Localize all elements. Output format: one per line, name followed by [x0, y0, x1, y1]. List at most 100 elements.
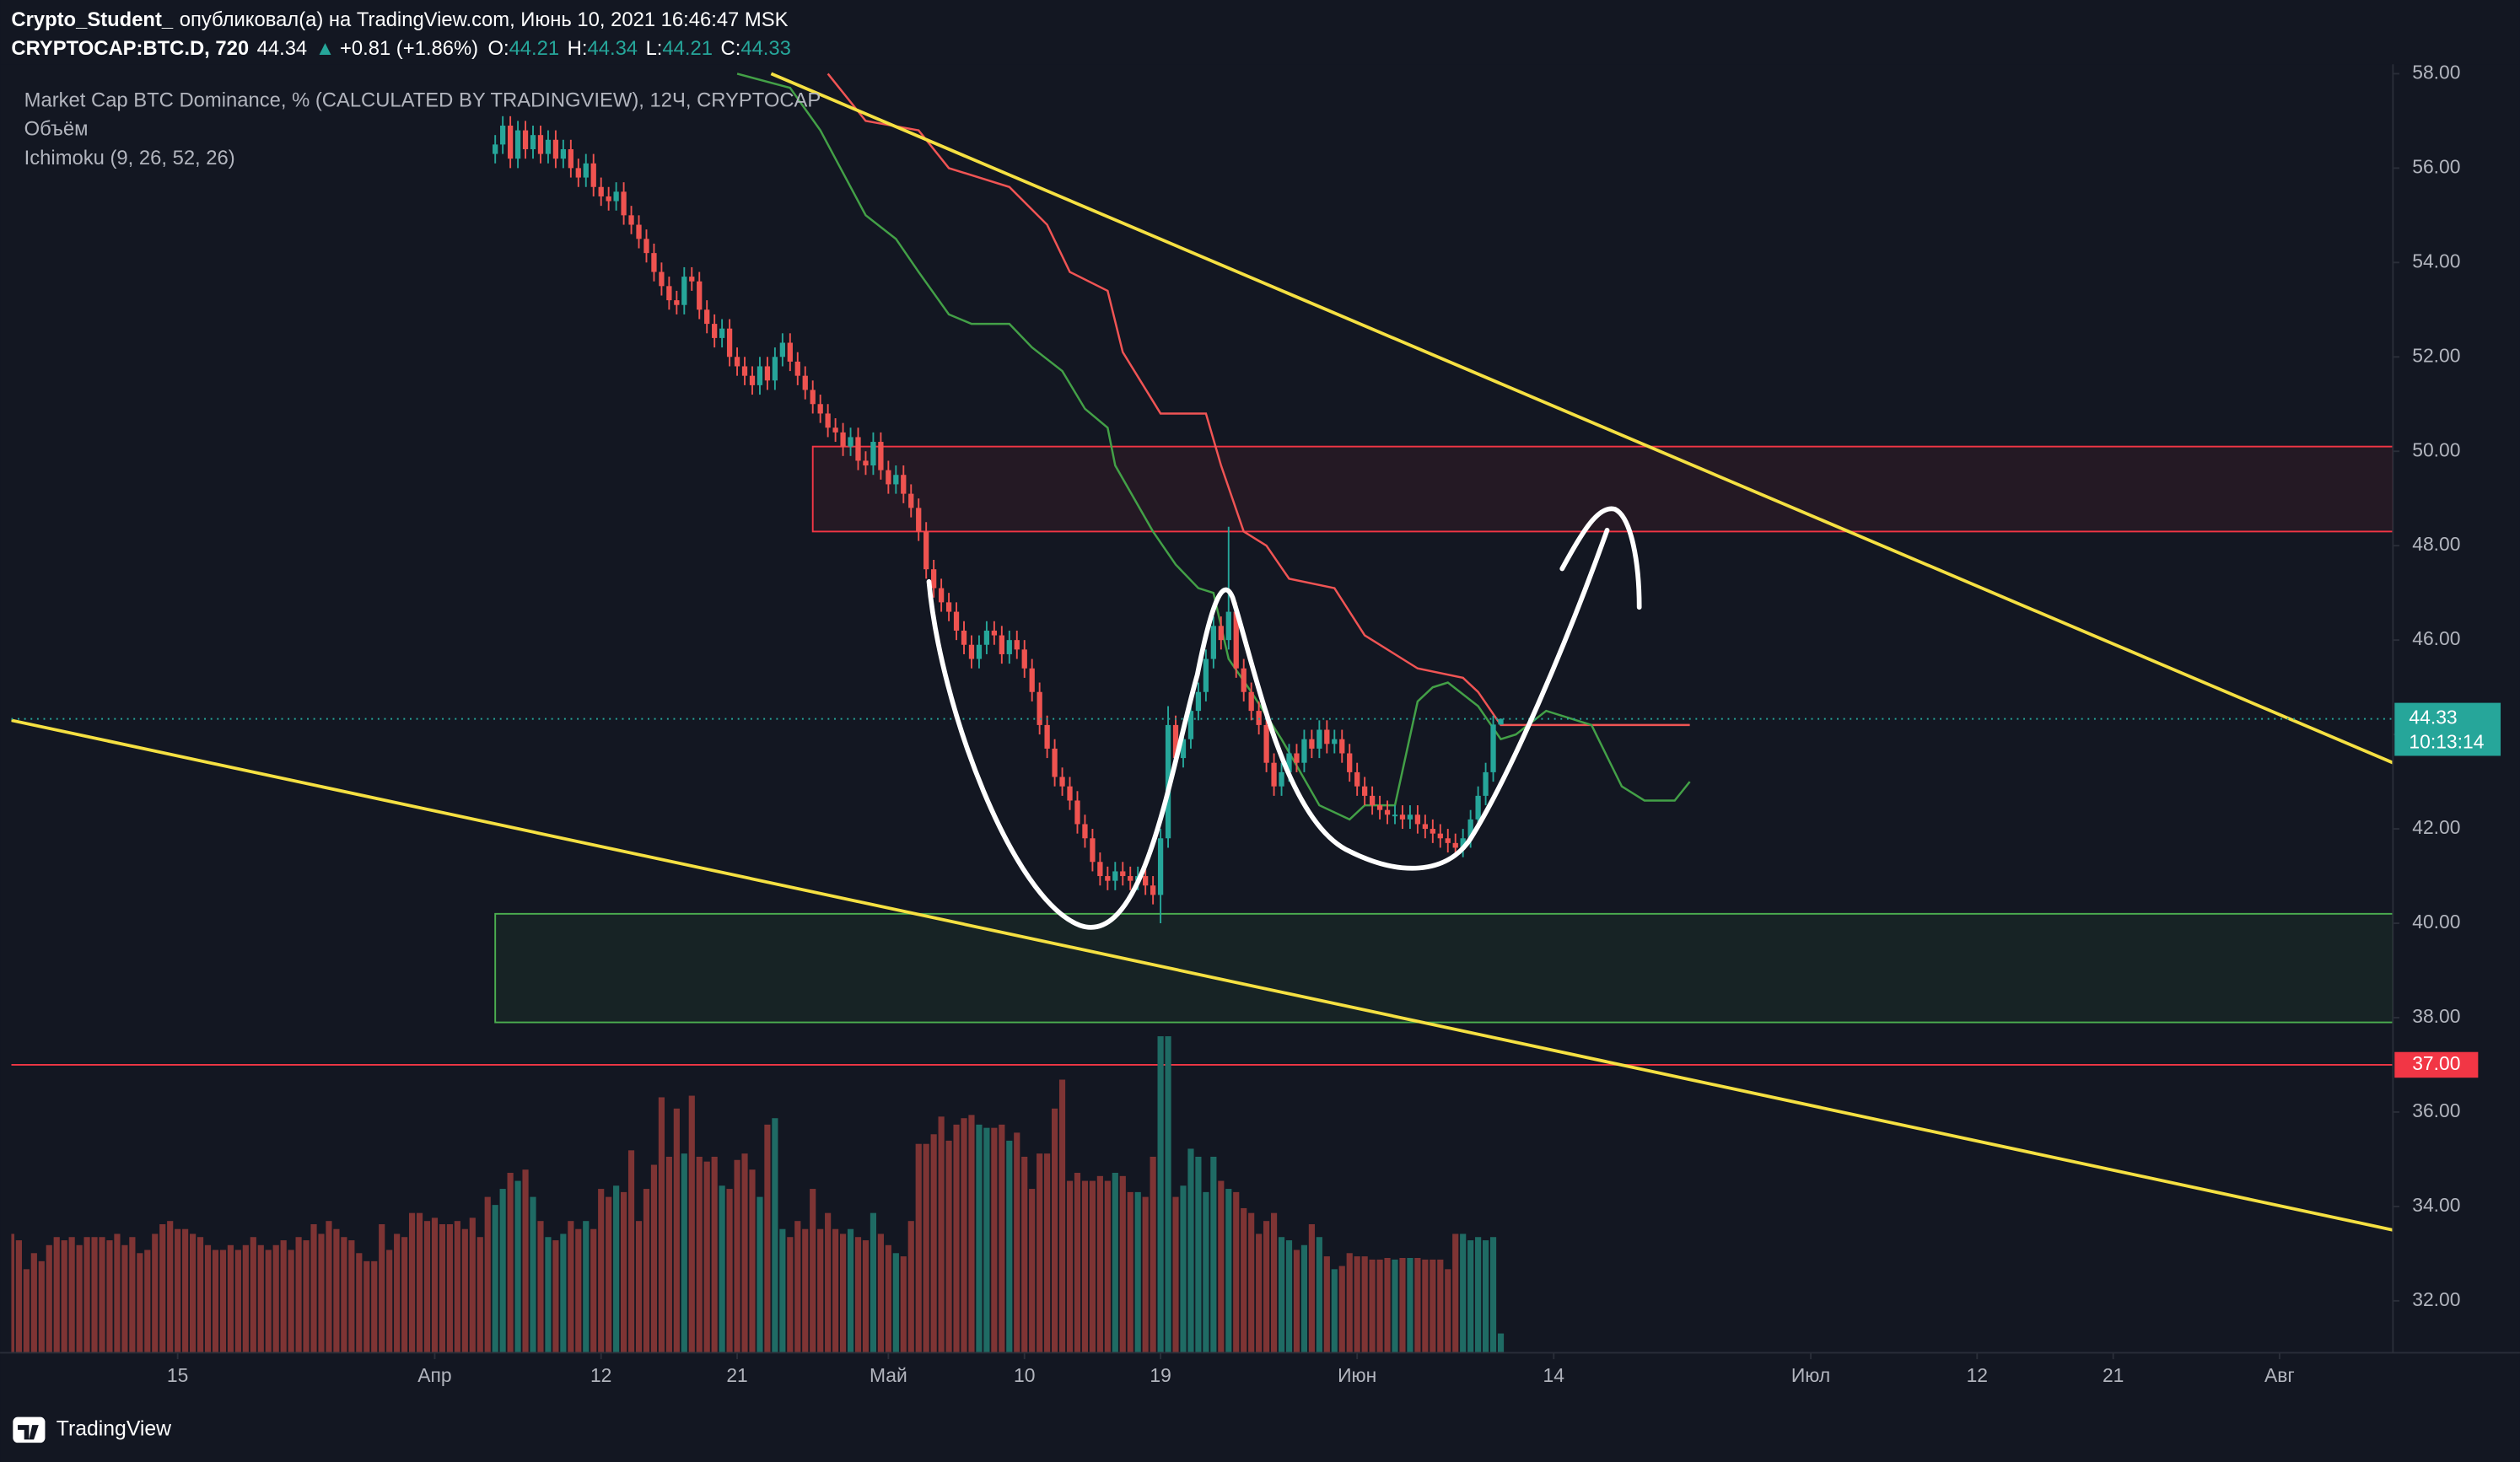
candle-body	[991, 630, 998, 636]
volume-bar	[507, 1173, 514, 1353]
volume-bar	[1369, 1259, 1376, 1353]
volume-bar	[1452, 1234, 1459, 1353]
candle-body	[621, 191, 627, 216]
volume-bar	[968, 1115, 975, 1353]
volume-bar	[227, 1244, 234, 1353]
volume-bar	[175, 1228, 181, 1353]
y-tick-label: 34.00	[2412, 1194, 2460, 1216]
volume-bar	[76, 1244, 83, 1353]
volume-bar	[522, 1169, 529, 1353]
ohlc-label: C:	[721, 37, 741, 60]
candle-body	[1467, 819, 1473, 839]
candle-body	[697, 281, 703, 310]
volume-bar	[537, 1221, 544, 1353]
volume-bar	[1392, 1259, 1398, 1353]
candle-body	[666, 286, 672, 301]
volume-bar	[1430, 1259, 1436, 1353]
volume-bar	[182, 1228, 189, 1353]
volume-bar	[1293, 1250, 1300, 1353]
volume-bar	[1157, 1036, 1164, 1353]
volume-bar	[461, 1228, 468, 1353]
candle-body	[1414, 814, 1421, 825]
volume-bar	[242, 1244, 249, 1353]
candle-body	[741, 366, 748, 376]
candle-body	[923, 531, 929, 570]
y-tick-label: 46.00	[2412, 627, 2460, 649]
volume-bar	[1248, 1212, 1255, 1353]
hand-drawing	[926, 506, 1642, 930]
candle-body	[1172, 724, 1179, 759]
candle-body	[1014, 640, 1020, 650]
volume-bar	[99, 1237, 105, 1353]
candle-body	[689, 277, 695, 282]
volume-bar	[1399, 1258, 1406, 1353]
volume-bar	[688, 1095, 695, 1353]
volume-bar	[787, 1237, 794, 1353]
candle-body	[1422, 824, 1429, 830]
volume-bar	[137, 1253, 143, 1353]
volume-bar	[152, 1234, 159, 1353]
volume-bar	[953, 1124, 960, 1353]
indicator-label: Объём	[24, 118, 89, 141]
candle-body	[840, 432, 846, 447]
volume-bar	[53, 1237, 60, 1353]
volume-bar	[885, 1244, 891, 1353]
volume-bar	[741, 1153, 748, 1353]
level-label-box	[2394, 1051, 2479, 1078]
volume-bar	[961, 1118, 967, 1353]
volume-bar	[477, 1237, 483, 1353]
candle-body	[1097, 862, 1103, 877]
volume-bar	[1119, 1175, 1126, 1353]
y-tick-label: 36.00	[2412, 1099, 2460, 1121]
volume-bar	[923, 1143, 929, 1353]
volume-bar	[1058, 1079, 1066, 1353]
volume-bar	[1142, 1196, 1149, 1353]
volume-bar	[280, 1240, 287, 1353]
candle-body	[1225, 611, 1231, 641]
volume-bar	[129, 1237, 136, 1353]
volume-bar	[1165, 1036, 1171, 1353]
volume-bar	[288, 1250, 294, 1353]
candle-body	[1256, 711, 1262, 725]
candle-body	[636, 224, 642, 239]
candle-body	[757, 366, 763, 385]
y-tick-label: 56.00	[2412, 155, 2460, 177]
candle-body	[1354, 771, 1360, 787]
candle-body	[1044, 724, 1050, 749]
volume-bar	[30, 1253, 37, 1353]
volume-bar	[1316, 1237, 1322, 1353]
x-tick-label: Апр	[417, 1364, 451, 1386]
volume-bar	[1081, 1180, 1089, 1353]
volume-bar	[386, 1250, 393, 1353]
candle-body	[976, 644, 983, 659]
candle-body	[598, 186, 604, 196]
candle-body	[878, 442, 884, 470]
volume-bar	[83, 1237, 90, 1353]
volume-bar	[272, 1244, 279, 1353]
candle-body	[893, 475, 899, 485]
volume-bar	[1467, 1240, 1474, 1353]
x-tick-label: 19	[1150, 1364, 1171, 1386]
candle-body	[514, 130, 521, 159]
volume-bar	[1233, 1191, 1240, 1353]
volume-bar	[764, 1124, 771, 1353]
volume-bar	[983, 1127, 990, 1353]
volume-bar	[552, 1240, 559, 1353]
x-tick-label: Май	[870, 1364, 907, 1386]
volume-bar	[190, 1234, 197, 1353]
volume-bar	[1134, 1191, 1141, 1353]
volume-bar	[1437, 1259, 1444, 1353]
candle-body	[1052, 748, 1058, 777]
volume-bar	[446, 1223, 453, 1353]
low-value: 44.21	[662, 37, 713, 60]
candle-body	[719, 328, 725, 338]
y-tick-label: 48.00	[2412, 533, 2460, 555]
candle-body	[1241, 668, 1247, 692]
candle-body	[802, 375, 808, 390]
candle-body	[1392, 814, 1398, 817]
volume-bar	[832, 1228, 839, 1353]
volume-bar	[1187, 1148, 1194, 1353]
candle-body	[1445, 838, 1451, 843]
volume-bar	[423, 1221, 431, 1353]
